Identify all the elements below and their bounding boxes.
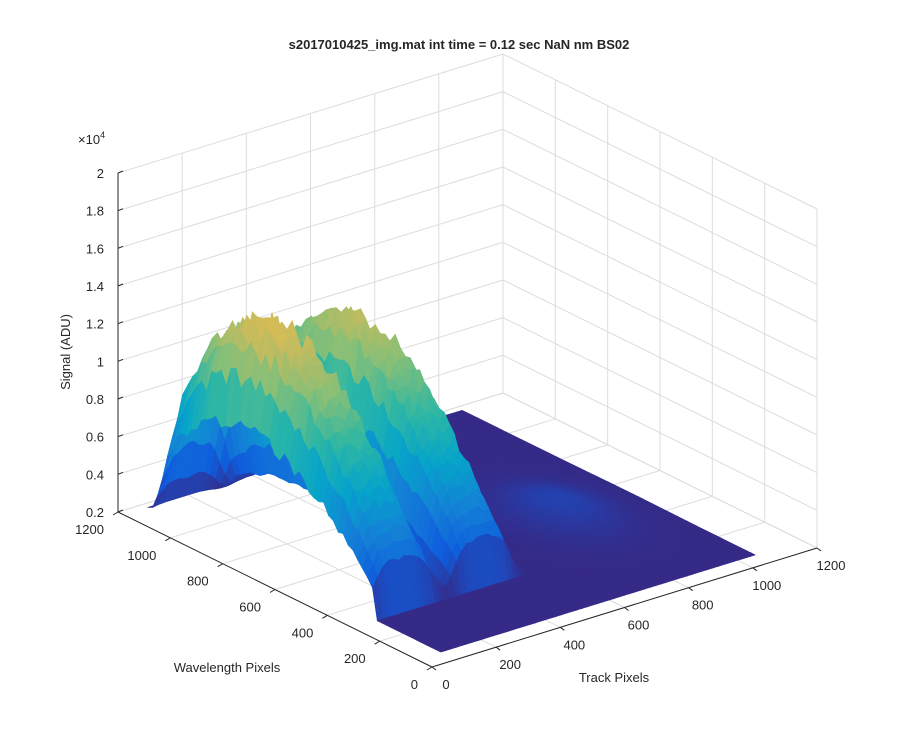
chart-title: s2017010425_img.mat int time = 0.12 sec …: [289, 37, 630, 52]
y-tick-mark: [426, 666, 433, 671]
z-tick-label: 0.8: [86, 392, 104, 407]
z-tick-mark: [117, 208, 124, 212]
z-tick-mark: [117, 358, 124, 362]
z-tick-label: 1.4: [86, 279, 104, 294]
y-tick-mark: [322, 614, 328, 619]
z-tick-label: 0.4: [86, 467, 104, 482]
y-tick-label: 200: [344, 651, 366, 666]
grid-line-z: [117, 53, 818, 210]
x-tick-mark: [688, 587, 693, 592]
z-tick-mark: [117, 434, 124, 438]
x-tick-label: 200: [499, 657, 521, 672]
x-tick-mark: [495, 646, 501, 651]
x-tick-label: 1200: [817, 558, 846, 573]
y-tick-label: 400: [292, 625, 314, 640]
x-tick-label: 600: [628, 618, 650, 633]
surface-plot: [147, 305, 756, 653]
x-tick-mark: [431, 666, 437, 671]
y-tick-mark: [112, 511, 119, 516]
grid-line-z: [117, 128, 818, 285]
grid-line-z: [117, 166, 818, 323]
z-tick-label: 1: [97, 354, 104, 369]
x-tick-mark: [752, 567, 758, 572]
y-tick-label: 1000: [127, 548, 156, 563]
z-tick-label: 2: [97, 166, 104, 181]
x-axis-label: Track Pixels: [579, 670, 650, 685]
y-tick-label: 600: [239, 600, 261, 615]
z-tick-mark: [117, 509, 124, 513]
x-tick-mark: [816, 547, 822, 552]
surface-patch: [435, 647, 447, 653]
grid-line-z: [117, 204, 818, 361]
z-tick-label: 1.8: [86, 204, 104, 219]
y-tick-mark: [269, 589, 276, 593]
z-tick-label: 0.6: [86, 430, 104, 445]
x-tick-label: 1000: [752, 578, 781, 593]
z-tick-mark: [117, 283, 124, 287]
z-tick-mark: [117, 170, 124, 174]
y-axis-label: Wavelength Pixels: [174, 660, 281, 675]
y-tick-mark: [374, 640, 380, 645]
y-tick-label: 0: [411, 677, 418, 692]
z-tick-label: 1.2: [86, 317, 104, 332]
z-tick-mark: [117, 396, 124, 400]
y-tick-label: 1200: [75, 522, 104, 537]
z-exponent: ×104: [78, 130, 105, 147]
z-tick-mark: [117, 321, 124, 325]
z-tick-mark: [117, 471, 124, 475]
x-tick-mark: [560, 626, 565, 631]
y-tick-label: 800: [187, 574, 209, 589]
grid-line-z: [117, 91, 818, 248]
x-tick-label: 0: [442, 677, 449, 692]
y-tick-mark: [217, 563, 223, 568]
y-tick-mark: [165, 537, 171, 542]
x-tick-mark: [624, 607, 629, 611]
z-tick-label: 0.2: [86, 505, 104, 520]
x-tick-label: 400: [563, 637, 585, 652]
z-tick-mark: [117, 245, 124, 249]
tick-labels: 0200400600800100012000200400600800100012…: [75, 166, 845, 692]
x-tick-label: 800: [692, 598, 714, 613]
z-tick-label: 1.6: [86, 241, 104, 256]
z-axis-label: Signal (ADU): [58, 314, 73, 390]
